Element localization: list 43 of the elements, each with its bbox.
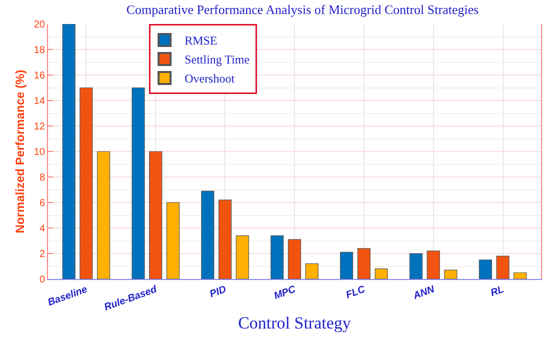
x-axis-title: Control Strategy: [238, 314, 352, 333]
bar: [149, 151, 162, 279]
bar: [409, 253, 423, 279]
bar: [62, 24, 76, 279]
legend-label: RMSE: [184, 34, 218, 48]
x-tick-label: PID: [208, 284, 228, 300]
bar: [357, 248, 370, 279]
bar: [270, 235, 284, 279]
legend-label: Overshoot: [184, 72, 236, 86]
y-tick-label: 12: [34, 122, 46, 132]
bar: [496, 256, 510, 279]
bar: [218, 200, 232, 279]
y-tick-label: 4: [39, 224, 46, 234]
bar: [444, 270, 458, 279]
x-tick-label: FLC: [344, 284, 368, 302]
y-tick-label: 2: [39, 249, 46, 260]
bar: [132, 87, 145, 279]
y-tick-label: 20: [34, 20, 46, 30]
y-tick-label: 14: [34, 96, 46, 107]
y-tick-label: 10: [34, 147, 46, 158]
chart-title: Comparative Performance Analysis of Microgrid Control Strategies: [126, 2, 479, 18]
x-tick-label: RL: [489, 284, 506, 300]
y-axis-title: Normalized Performance (%): [13, 70, 28, 234]
bar: [166, 202, 180, 279]
bar: [426, 250, 440, 279]
x-tick-label: MPC: [272, 284, 298, 302]
y-tick-label: 6: [39, 198, 46, 209]
bar: [236, 235, 249, 279]
y-tick-label: 16: [34, 70, 46, 82]
legend-label: Settling Time: [184, 52, 250, 67]
bar: [305, 263, 318, 279]
bar: [478, 260, 492, 279]
x-tick-label: ANN: [411, 284, 437, 302]
y-tick-label: 18: [34, 45, 46, 56]
bar: [514, 272, 527, 279]
bar: [340, 252, 354, 279]
bar: [288, 239, 302, 279]
y-tick-label: 8: [39, 172, 46, 184]
bar: [374, 268, 388, 279]
bar: [80, 87, 93, 279]
y-tick-label: 0: [39, 274, 46, 286]
bar: [201, 190, 214, 279]
bar: [97, 151, 110, 279]
